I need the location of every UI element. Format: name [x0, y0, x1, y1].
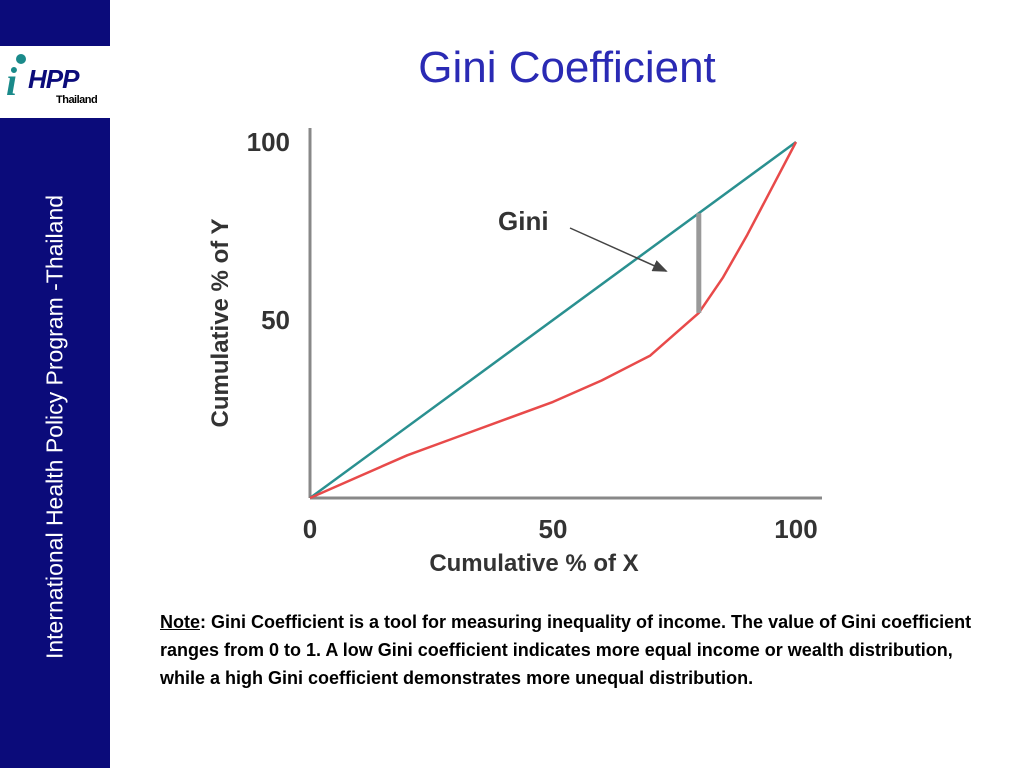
x-tick-label: 50: [539, 514, 568, 544]
slide-title: Gini Coefficient: [418, 43, 716, 92]
x-axis-title: Cumulative % of X: [429, 550, 638, 577]
note-label: Note: [160, 612, 200, 632]
x-tick-label: 0: [303, 514, 317, 544]
y-axis-title: Cumulative % of Y: [207, 219, 234, 428]
gini-arrow-icon: [569, 227, 668, 272]
logo-text: HPP: [28, 64, 79, 94]
logo-dot-icon: [16, 54, 26, 64]
note-text: : Gini Coefficient is a tool for measuri…: [160, 612, 972, 688]
logo-subtext: Thailand: [56, 94, 98, 106]
x-tick-label: 100: [774, 514, 817, 544]
sidebar-org-name: International Health Policy Program -Tha…: [41, 194, 68, 660]
equality-line: [309, 140, 797, 500]
gini-chart: 0 50 100 50 100 Cumulative % of X Cumulative %…: [198, 108, 842, 578]
gini-annotation-label: Gini: [498, 206, 549, 236]
sidebar: i HPP Thailand International Health Poli…: [0, 0, 110, 768]
y-tick-label: 50: [261, 305, 290, 335]
ihpp-logo: i HPP Thailand: [0, 46, 110, 118]
logo-letter: i: [6, 59, 18, 104]
y-tick-label: 100: [247, 127, 290, 157]
note-paragraph: Note: Gini Coefficient is a tool for mea…: [160, 608, 980, 692]
lorenz-curve: [309, 141, 798, 500]
chart-svg: 0 50 100 50 100 Cumulative % of X Cumulative %…: [207, 127, 822, 577]
